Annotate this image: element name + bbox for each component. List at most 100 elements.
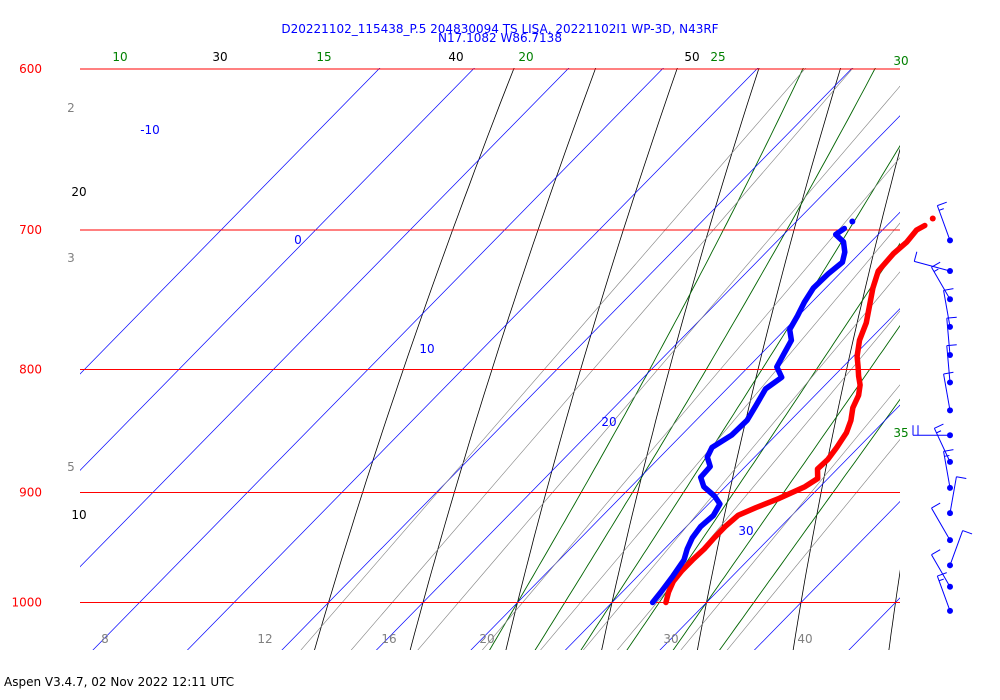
wind-barb <box>936 572 953 614</box>
wind-barb-flag <box>943 371 954 375</box>
mixing-ratio-line <box>680 384 900 650</box>
moist-adiabat <box>719 398 900 650</box>
wind-barb <box>931 261 953 303</box>
moist-adiabat <box>489 68 804 650</box>
dry-adiabat <box>314 68 515 650</box>
isotherm-label: -10 <box>140 123 160 137</box>
wind-barb-flag <box>944 454 950 457</box>
mixing-ratio-label: 8 <box>101 632 109 646</box>
wind-barb <box>943 449 954 491</box>
wind-barb-point <box>947 458 953 465</box>
wind-barb-point <box>947 583 953 590</box>
wind-barb-staff <box>943 290 951 327</box>
mixing-ratio-label: 20 <box>479 632 494 646</box>
pressure-tick-label: 600 <box>19 62 42 76</box>
isotherm <box>281 68 853 650</box>
mixing-ratio-line <box>350 68 854 650</box>
wind-barb-flag <box>943 288 954 291</box>
moist-adiabat-label: 20 <box>518 50 533 64</box>
wind-barb <box>913 251 953 274</box>
wind-barb-point <box>947 379 953 386</box>
wind-barb-point <box>947 432 953 439</box>
moist-adiabat-label: 35 <box>893 426 908 440</box>
wind-barb-flag <box>936 430 942 434</box>
wind-barb-staff <box>949 530 964 566</box>
isotherm <box>80 68 381 375</box>
mixing-ratio-label: 5 <box>67 460 75 474</box>
wind-barb-flag <box>962 530 973 535</box>
pressure-tick-label: 800 <box>19 362 42 376</box>
isotherm <box>80 68 570 568</box>
wind-barb-flag <box>933 268 939 272</box>
wind-barb-flag <box>934 423 944 429</box>
chart-title-line-1: D20221102_115438_P.5 204830094 TS LISA, … <box>281 22 719 36</box>
wind-barb-flag <box>938 208 944 211</box>
wind-barb-staff <box>914 260 951 272</box>
isotherm <box>930 0 1000 663</box>
wind-barb-flag <box>937 201 947 207</box>
wind-barb-staff <box>943 451 951 488</box>
wind-barb-staff <box>931 266 951 300</box>
wind-barb-point <box>947 237 953 244</box>
wind-barb-staff <box>931 507 951 541</box>
wind-barb-staff <box>943 373 951 411</box>
software-version-footer: Aspen V3.4.7, 02 Nov 2022 12:11 UTC <box>4 675 235 689</box>
moist-adiabat-label: 25 <box>710 50 725 64</box>
temperature-profile <box>663 222 928 606</box>
wind-barb-point <box>947 562 953 569</box>
isotherm-label: 0 <box>294 233 302 247</box>
moist-adiabat-label: 10 <box>112 50 127 64</box>
wind-barb <box>931 549 953 590</box>
wind-barb-flag <box>931 502 941 509</box>
wind-barb-staff <box>946 345 951 383</box>
wind-barb <box>947 530 973 569</box>
wind-barb-point <box>947 484 953 491</box>
dry-adiabat <box>792 148 900 650</box>
mixing-ratio-label: 12 <box>257 632 272 646</box>
wind-barb-staff <box>936 205 951 241</box>
wind-barb-point <box>947 537 953 544</box>
dry-adiabat-label: 10 <box>71 508 86 522</box>
wind-barb-point <box>947 323 953 330</box>
wind-barb-staff <box>946 318 951 356</box>
pressure-tick-label: 900 <box>19 485 42 499</box>
dry-adiabat-label: 20 <box>71 185 86 199</box>
isotherm-label: 10 <box>419 342 434 356</box>
chart-title-line-2: N17.1082 W86.7138 <box>438 31 562 45</box>
dry-adiabat-label: 50 <box>684 50 699 64</box>
mixing-ratio-line <box>481 157 900 650</box>
mixing-ratio-label: 2 <box>67 101 75 115</box>
wind-barb-flag <box>943 449 954 452</box>
wind-barb-flag <box>913 251 918 262</box>
mixing-ratio-line <box>726 439 900 650</box>
mixing-ratio-label: 3 <box>67 251 75 265</box>
moist-adiabat <box>580 144 900 650</box>
mixing-ratio-label: 40 <box>797 632 812 646</box>
wind-barb-point <box>947 296 953 303</box>
dry-adiabat <box>409 68 597 650</box>
mixing-ratio-label: 16 <box>381 632 396 646</box>
wind-barb <box>946 316 957 359</box>
dry-adiabat <box>601 68 760 650</box>
wind-barb <box>943 371 954 414</box>
isotherm <box>186 68 759 650</box>
wind-barb <box>912 425 953 439</box>
wind-barb-staff <box>933 428 951 463</box>
pressure-tick-label: 700 <box>19 223 42 237</box>
isotherm <box>92 68 664 650</box>
wind-barb-point <box>947 607 953 614</box>
moist-adiabat-label: 15 <box>316 50 331 64</box>
isotherm <box>470 211 900 650</box>
mixing-ratio-line <box>540 222 900 650</box>
temperature-top-point <box>929 215 936 222</box>
isotherm <box>659 404 900 650</box>
isotherm <box>753 501 900 650</box>
mixing-ratio-line <box>300 68 807 650</box>
moist-adiabat <box>534 68 876 650</box>
wind-barb-flag <box>946 316 957 319</box>
wind-barb <box>931 502 953 544</box>
wind-barb <box>946 344 957 386</box>
wind-barb <box>947 476 967 517</box>
wind-barb-flag <box>956 476 967 479</box>
dry-adiabat <box>505 68 678 650</box>
